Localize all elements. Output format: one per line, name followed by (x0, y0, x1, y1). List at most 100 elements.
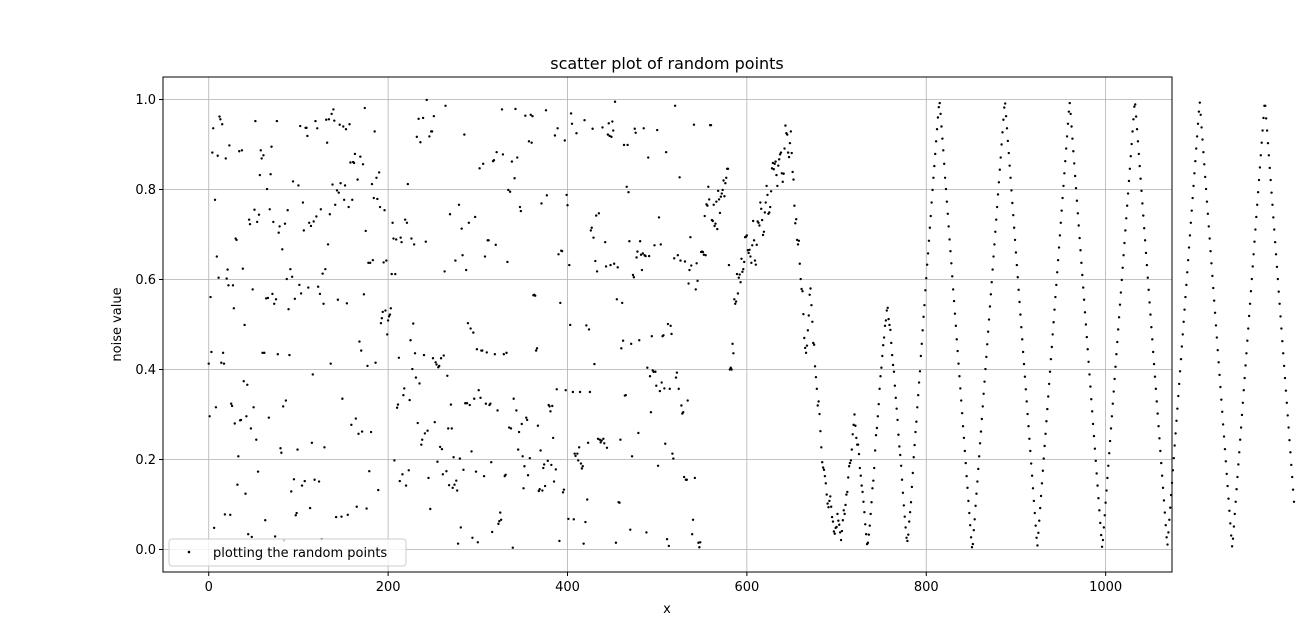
data-point (657, 216, 661, 219)
data-point (313, 478, 316, 481)
data-point (500, 108, 504, 111)
data-point (788, 141, 792, 145)
data-point (664, 442, 667, 445)
data-point (1092, 434, 1096, 438)
data-point (1038, 506, 1042, 510)
data-point (863, 510, 866, 514)
data-point (1274, 253, 1278, 256)
data-point (556, 127, 559, 130)
data-point (883, 324, 887, 328)
legend: plotting the random points (168, 538, 407, 567)
data-point (786, 133, 789, 136)
data-point (441, 473, 445, 476)
data-point (372, 196, 375, 200)
data-point (1112, 390, 1115, 393)
data-point (928, 226, 932, 229)
data-point (346, 513, 349, 517)
data-point (712, 203, 715, 206)
data-point (1205, 200, 1209, 203)
data-point (289, 267, 292, 271)
data-point (358, 340, 361, 343)
data-point (385, 259, 388, 262)
data-point (600, 439, 603, 442)
data-point (820, 446, 823, 449)
data-point (218, 115, 221, 118)
data-point (1203, 175, 1207, 179)
data-point (605, 446, 609, 449)
legend-box (168, 538, 407, 567)
data-point (721, 188, 724, 192)
data-point (943, 176, 947, 179)
data-point (1101, 538, 1105, 542)
data-point (1166, 543, 1169, 546)
data-point (281, 248, 284, 251)
data-point (1292, 500, 1296, 503)
data-point (804, 351, 808, 355)
data-point (638, 339, 641, 342)
data-point (1109, 427, 1113, 430)
data-point (281, 405, 285, 408)
data-point (1244, 364, 1247, 367)
data-point (762, 230, 766, 233)
data-point (1282, 364, 1286, 368)
data-point (1167, 531, 1170, 534)
data-point (1027, 425, 1030, 428)
data-point (1125, 217, 1128, 220)
data-point (524, 114, 527, 117)
data-point (406, 182, 410, 186)
data-point (1169, 506, 1172, 509)
data-point (777, 158, 781, 161)
data-point (383, 209, 386, 212)
data-point (438, 445, 442, 449)
data-point (607, 122, 610, 125)
data-point (727, 263, 731, 267)
data-point (983, 380, 986, 383)
data-point (950, 262, 953, 265)
data-point (483, 255, 487, 258)
data-point (841, 519, 845, 522)
data-point (1185, 283, 1188, 287)
data-point (472, 331, 475, 334)
data-point (689, 236, 692, 239)
data-point (902, 504, 906, 507)
data-point (896, 418, 899, 422)
data-point (213, 198, 217, 202)
data-point (363, 106, 366, 110)
data-point (1286, 414, 1289, 417)
data-point (1066, 122, 1070, 126)
data-point (403, 218, 407, 221)
data-point (1203, 163, 1206, 166)
data-point (1187, 246, 1191, 249)
data-point (352, 161, 356, 165)
data-point (1032, 499, 1036, 503)
data-point (1137, 152, 1141, 156)
data-point (517, 430, 521, 434)
data-point (960, 399, 963, 402)
data-point (498, 519, 501, 523)
data-point (275, 119, 279, 123)
data-point (993, 243, 996, 246)
data-point (1196, 122, 1200, 126)
data-point (849, 459, 853, 462)
data-point (1212, 299, 1216, 302)
data-point (235, 238, 238, 242)
data-point (1073, 174, 1077, 178)
data-point (948, 238, 951, 241)
data-point (1113, 377, 1116, 381)
data-point (544, 109, 548, 112)
data-point (679, 259, 682, 262)
data-point (1179, 357, 1183, 361)
data-point (919, 354, 923, 358)
data-point (1026, 412, 1029, 416)
data-point (1015, 263, 1019, 267)
data-point (982, 392, 985, 395)
data-point (1054, 295, 1057, 299)
data-point (934, 152, 937, 156)
data-point (1266, 141, 1270, 145)
data-point (525, 416, 528, 419)
data-point (878, 387, 881, 391)
data-point (319, 208, 323, 211)
data-point (1168, 518, 1171, 521)
data-point (1253, 240, 1256, 243)
data-point (1160, 474, 1164, 477)
